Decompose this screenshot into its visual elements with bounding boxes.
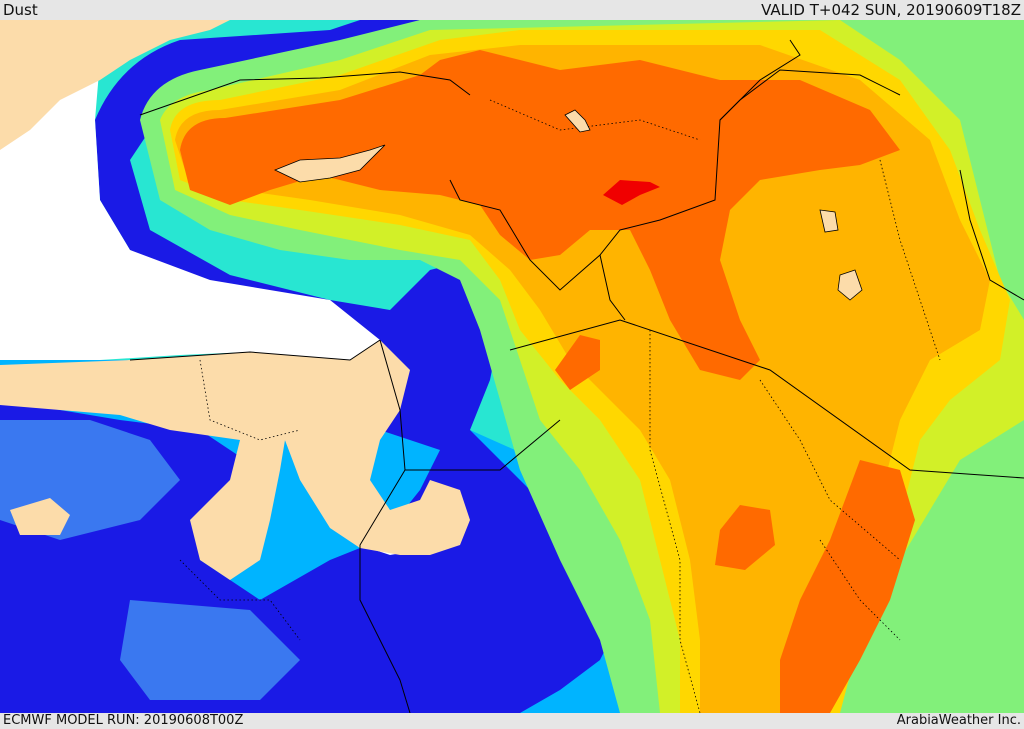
coast-line <box>129 339 381 361</box>
dotted-border <box>879 159 941 361</box>
islands <box>274 109 863 301</box>
valid-time-label: VALID T+042 SUN, 20190609T18Z <box>761 1 1021 19</box>
dotted-border <box>489 99 701 141</box>
lake-outline <box>564 109 591 133</box>
northwest-land <box>0 20 230 150</box>
internal-borders <box>179 99 941 713</box>
header-bar: Dust VALID T+042 SUN, 20190609T18Z <box>0 0 1024 20</box>
dust-layer-blue <box>0 20 620 713</box>
border-line <box>359 469 411 713</box>
model-run-label: ECMWF MODEL RUN: 20190608T00Z <box>3 713 244 728</box>
border-line <box>509 319 1024 479</box>
dust-layer-mid-blue-south <box>120 600 300 700</box>
dust-layer-orange <box>175 45 990 713</box>
dust-concentration-map <box>0 20 1024 713</box>
border-line <box>719 69 901 121</box>
egypt-land <box>0 340 470 580</box>
credit-label: ArabiaWeather Inc. <box>896 713 1021 728</box>
map-title: Dust <box>3 1 38 19</box>
lake-outline <box>819 209 839 233</box>
dust-layer-dark-orange-south <box>780 460 915 713</box>
dust-layer-dark-orange <box>180 50 900 380</box>
border-line <box>959 169 1024 301</box>
dotted-border <box>819 539 901 641</box>
dust-layer-dark-orange-center <box>715 505 775 570</box>
border-line <box>449 39 801 291</box>
border-line <box>599 254 626 321</box>
dust-fill-layers <box>0 20 1024 713</box>
dotted-border <box>759 379 901 561</box>
dust-layer-red <box>603 180 660 205</box>
dotted-border <box>179 559 301 641</box>
mediterranean-sea <box>0 20 380 360</box>
land-sea-layer <box>0 20 470 580</box>
western-patch <box>10 498 70 535</box>
border-line <box>139 71 471 116</box>
lake-outline <box>837 269 863 301</box>
dust-layer-dark-orange-east <box>555 335 600 390</box>
country-borders <box>129 39 1024 713</box>
cyprus-outline <box>274 144 386 183</box>
footer-bar: ECMWF MODEL RUN: 20190608T00Z ArabiaWeat… <box>0 713 1024 729</box>
dotted-border <box>649 330 701 713</box>
